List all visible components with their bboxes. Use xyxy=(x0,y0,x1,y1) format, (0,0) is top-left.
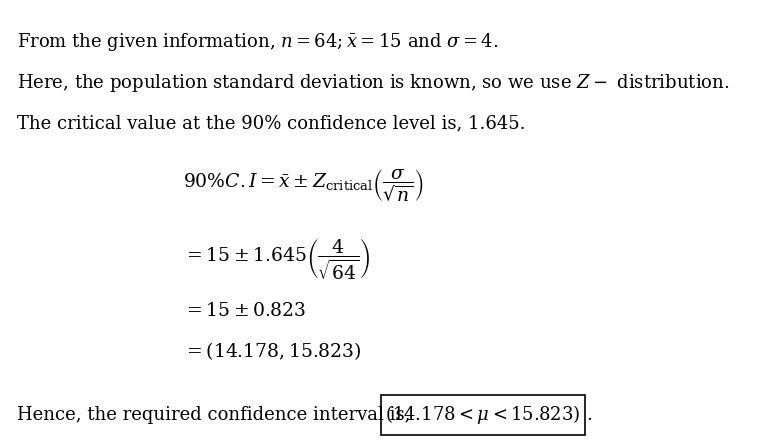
Text: $=15 \pm 1.645 \left( \dfrac{4}{\sqrt{64}} \right)$: $=15 \pm 1.645 \left( \dfrac{4}{\sqrt{64… xyxy=(183,237,371,282)
Text: $=(14.178,15.823)$: $=(14.178,15.823)$ xyxy=(183,340,361,362)
Text: The critical value at the 90% confidence level is, 1.645.: The critical value at the 90% confidence… xyxy=(17,114,525,132)
FancyBboxPatch shape xyxy=(381,395,585,435)
Text: Here, the population standard deviation is known, so we use $Z-$ distribution.: Here, the population standard deviation … xyxy=(17,72,729,93)
Text: From the given information, $n=64;\bar{x}=15$ and $\sigma=4.$: From the given information, $n=64;\bar{x… xyxy=(17,31,498,53)
Text: $90\%C.I = \bar{x} \pm Z_{\mathrm{critical}} \left( \dfrac{\sigma}{\sqrt{n}} \ri: $90\%C.I = \bar{x} \pm Z_{\mathrm{critic… xyxy=(183,168,424,204)
Text: Hence, the required confidence interval is,: Hence, the required confidence interval … xyxy=(17,406,410,424)
Text: $(14.178 < \mu <15.823)$: $(14.178 < \mu <15.823)$ xyxy=(385,403,581,426)
Text: $=15 \pm 0.823$: $=15 \pm 0.823$ xyxy=(183,302,306,320)
Text: .: . xyxy=(586,406,592,424)
